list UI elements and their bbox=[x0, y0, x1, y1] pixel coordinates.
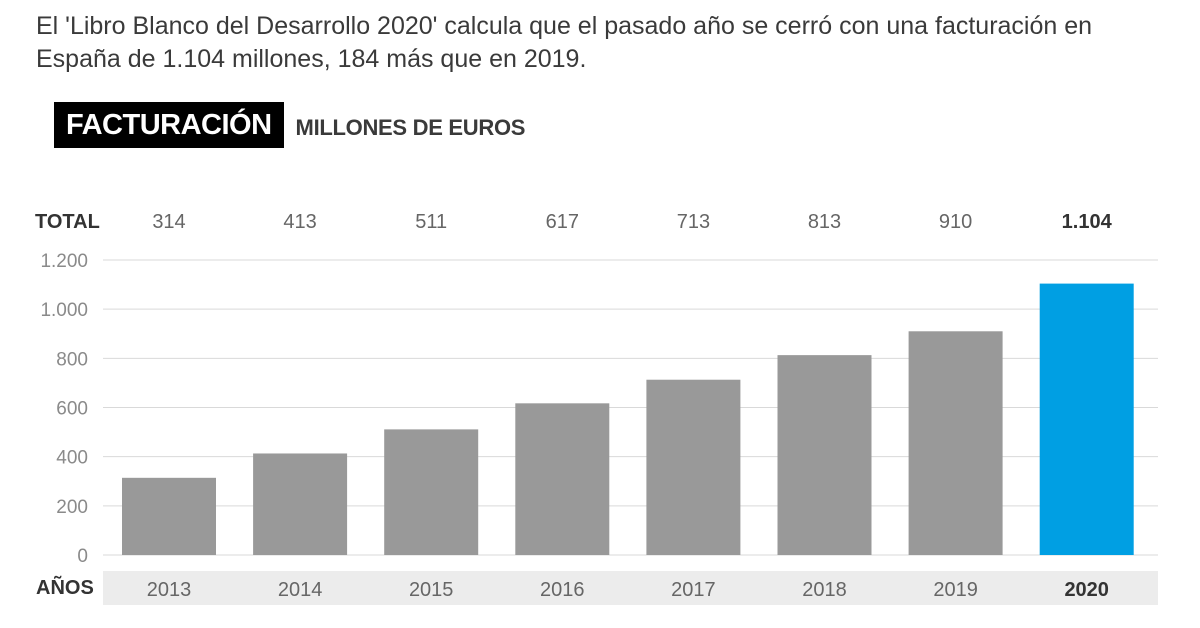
x-tick-label: 2019 bbox=[933, 579, 978, 601]
y-tick-label: 1.000 bbox=[40, 300, 88, 321]
x-tick-label: 2017 bbox=[671, 579, 716, 601]
x-axis-label: AÑOS bbox=[36, 576, 94, 599]
bar bbox=[515, 403, 610, 555]
y-tick-label: 600 bbox=[56, 399, 88, 420]
y-tick-label: 400 bbox=[56, 448, 88, 469]
total-value-label: 713 bbox=[677, 211, 710, 233]
total-value-label: 413 bbox=[283, 211, 316, 233]
x-tick-label: 2018 bbox=[802, 579, 847, 601]
chart-unit-label: MILLONES DE EUROS bbox=[295, 115, 526, 140]
y-tick-label: 0 bbox=[77, 546, 88, 567]
x-tick-label: 2015 bbox=[409, 579, 454, 601]
chart-title: FACTURACIÓN bbox=[54, 102, 284, 148]
total-value-label: 617 bbox=[546, 211, 579, 233]
total-row-label: TOTAL bbox=[35, 211, 100, 233]
bar bbox=[777, 355, 872, 555]
total-value-label: 511 bbox=[415, 211, 447, 233]
total-value-label: 813 bbox=[808, 211, 841, 233]
y-tick-label: 1.200 bbox=[40, 251, 88, 272]
subtitle: El 'Libro Blanco del Desarrollo 2020' ca… bbox=[36, 12, 1093, 73]
x-tick-label: 2013 bbox=[147, 579, 192, 601]
x-tick-label: 2020 bbox=[1064, 579, 1109, 601]
bar bbox=[384, 429, 479, 555]
y-tick-label: 800 bbox=[56, 349, 88, 370]
bar bbox=[253, 453, 348, 555]
total-value-label: 314 bbox=[152, 211, 185, 233]
bar bbox=[1039, 283, 1134, 555]
chart-title-row: FACTURACIÓN MILLONES DE EUROS bbox=[54, 102, 525, 148]
total-value-label: 910 bbox=[939, 211, 972, 233]
total-value-label: 1.104 bbox=[1062, 211, 1113, 233]
bar bbox=[908, 331, 1003, 555]
x-axis-band bbox=[103, 571, 1158, 605]
bar bbox=[646, 379, 741, 555]
x-tick-label: 2016 bbox=[540, 579, 585, 601]
x-tick-label: 2014 bbox=[278, 579, 323, 601]
y-tick-label: 200 bbox=[56, 497, 88, 518]
bar bbox=[122, 477, 216, 555]
